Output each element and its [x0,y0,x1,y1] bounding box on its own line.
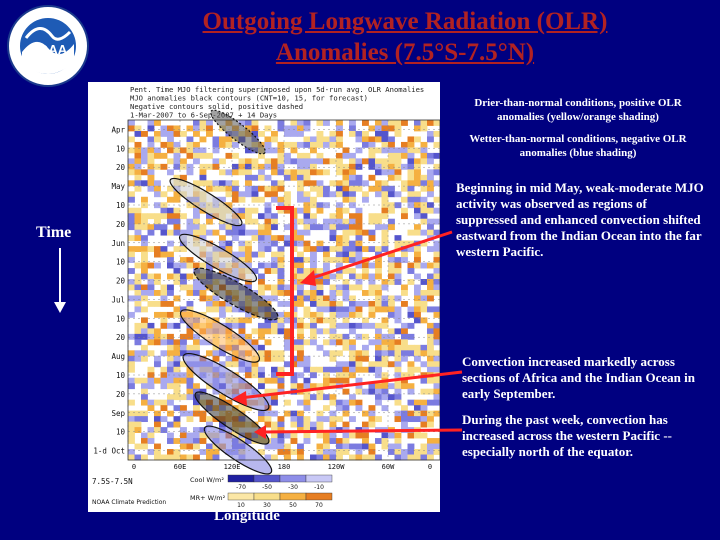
x-tick-label: 120E [224,463,241,471]
x-tick-label: 0 [132,463,136,471]
colorbar-pos-swatch [253,492,281,501]
colorbar-neg-value: -30 [288,484,298,491]
x-tick-label: 0 [428,463,432,471]
colorbar-pos-label: MR+ W/m² [190,494,226,502]
y-tick-label: 20 [116,277,126,286]
y-tick-label: 20 [116,333,126,342]
y-tick-label: 10 [116,144,126,153]
chart-footer: 7.5S-7.5N NOAA Climate Prediction [92,477,166,506]
colorbar-neg-value: -10 [314,484,324,491]
mjo-contour [210,109,266,155]
footer-org: NOAA Climate Prediction [92,499,166,506]
colorbar-pos-swatch [305,492,333,501]
title-line-1: Outgoing Longwave Radiation (OLR) [202,8,608,35]
colorbar-pos-swatch [279,492,307,501]
footer-region: 7.5S-7.5N [92,477,133,486]
longitude-axis-label: Longitude [214,508,280,524]
note-pacific: During the past week, convection has inc… [462,412,672,459]
y-tick-label: 10 [116,371,126,380]
time-axis-label: Time [36,224,72,241]
y-tick-label: 10 [116,258,126,267]
x-tick-label: 60W [382,463,395,471]
noaa-logo: NOAA [7,5,89,87]
plot-frame [127,119,440,461]
y-tick-label: Apr [111,125,125,134]
olr-anomaly-chart: Pent. Time MJO filtering superimposed up… [88,82,440,512]
y-tick-label: 1-d Oct [93,447,125,456]
note-drier: Drier-than-normal conditions, positive O… [474,97,682,123]
y-tick-label: 10 [116,314,126,323]
chart-header-line: 1-Mar-2007 to 6-Sep-2007 + 14 Days [130,111,277,120]
logo-text: NOAA [29,42,68,57]
y-tick-label: 20 [116,220,126,229]
time-down-arrow-icon [54,248,66,313]
chart-header-line: MJO anomalies black contours (CNT=10, 15… [130,94,368,103]
y-tick-label: Sep [111,409,125,418]
colorbar-neg-value: -70 [236,484,246,491]
colorbar-neg-swatch [253,474,281,483]
y-tick-label: May [111,182,125,191]
colorbar: Cool W/m² -70 -50 -30 -10 MR+ W/m² 10 30 50 70 [190,474,333,509]
note-mjo: Beginning in mid May, weak-moderate MJO … [456,180,704,259]
colorbar-neg-swatch [305,474,333,483]
colorbar-neg-value: -50 [262,484,272,491]
y-tick-label: Jun [111,239,125,248]
x-tick-label: 180 [278,463,291,471]
colorbar-pos-value: 10 [237,502,245,509]
mjo-contour [169,177,243,227]
colorbar-neg-swatch [227,474,255,483]
note-wetter: Wetter-than-normal conditions, negative … [469,133,687,159]
y-tick-label: 20 [116,163,126,172]
x-tick-label: 120W [328,463,346,471]
y-tick-labels: Apr 10 20 May 10 20 Jun 10 20 Jul 10 20 Aug 10 20 Sep 10… [93,125,125,455]
y-tick-label: 20 [116,390,126,399]
colorbar-pos-value: 30 [263,502,271,509]
title-line-2: Anomalies (7.5°S-7.5°N) [275,39,535,66]
y-tick-label: 10 [116,428,126,437]
y-tick-label: Aug [111,352,125,361]
mjo-contour [194,391,270,445]
colorbar-pos-value: 50 [289,502,297,509]
x-tick-labels: 0 60E 120E 180 120W 60W 0 [132,463,432,471]
mjo-contour [179,309,261,363]
note-africa: Convection increased markedly across sec… [462,354,695,401]
y-tick-label: Jul [111,295,125,304]
page-title: Outgoing Longwave Radiation (OLR) Anomal… [100,6,710,68]
y-tick-label: 10 [116,201,126,210]
colorbar-neg-swatch [279,474,307,483]
colorbar-neg-label: Cool W/m² [190,476,224,484]
mjo-contour [203,425,273,475]
colorbar-pos-value: 70 [315,502,323,509]
chart-header-line: Pent. Time MJO filtering superimposed up… [130,85,424,94]
x-tick-label: 60E [174,463,187,471]
colorbar-pos-swatch [227,492,255,501]
chart-header-line: Negative contours solid, positive dashed [130,102,303,111]
chart-header: Pent. Time MJO filtering superimposed up… [130,85,424,120]
